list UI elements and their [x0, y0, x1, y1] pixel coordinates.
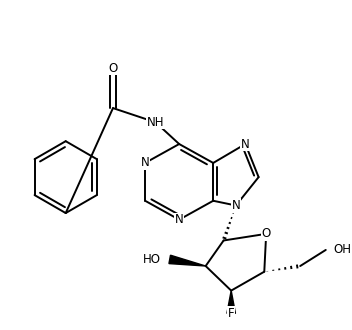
Text: NH: NH — [147, 116, 164, 129]
Text: N: N — [141, 156, 150, 169]
Text: N: N — [241, 138, 250, 150]
Text: O: O — [108, 62, 118, 75]
Text: F: F — [228, 307, 234, 320]
Text: OH: OH — [333, 244, 351, 256]
Text: N: N — [175, 213, 183, 226]
Text: N: N — [232, 199, 240, 212]
Text: HO: HO — [143, 253, 161, 266]
Polygon shape — [227, 291, 235, 313]
Text: O: O — [262, 227, 271, 240]
Polygon shape — [169, 255, 206, 266]
